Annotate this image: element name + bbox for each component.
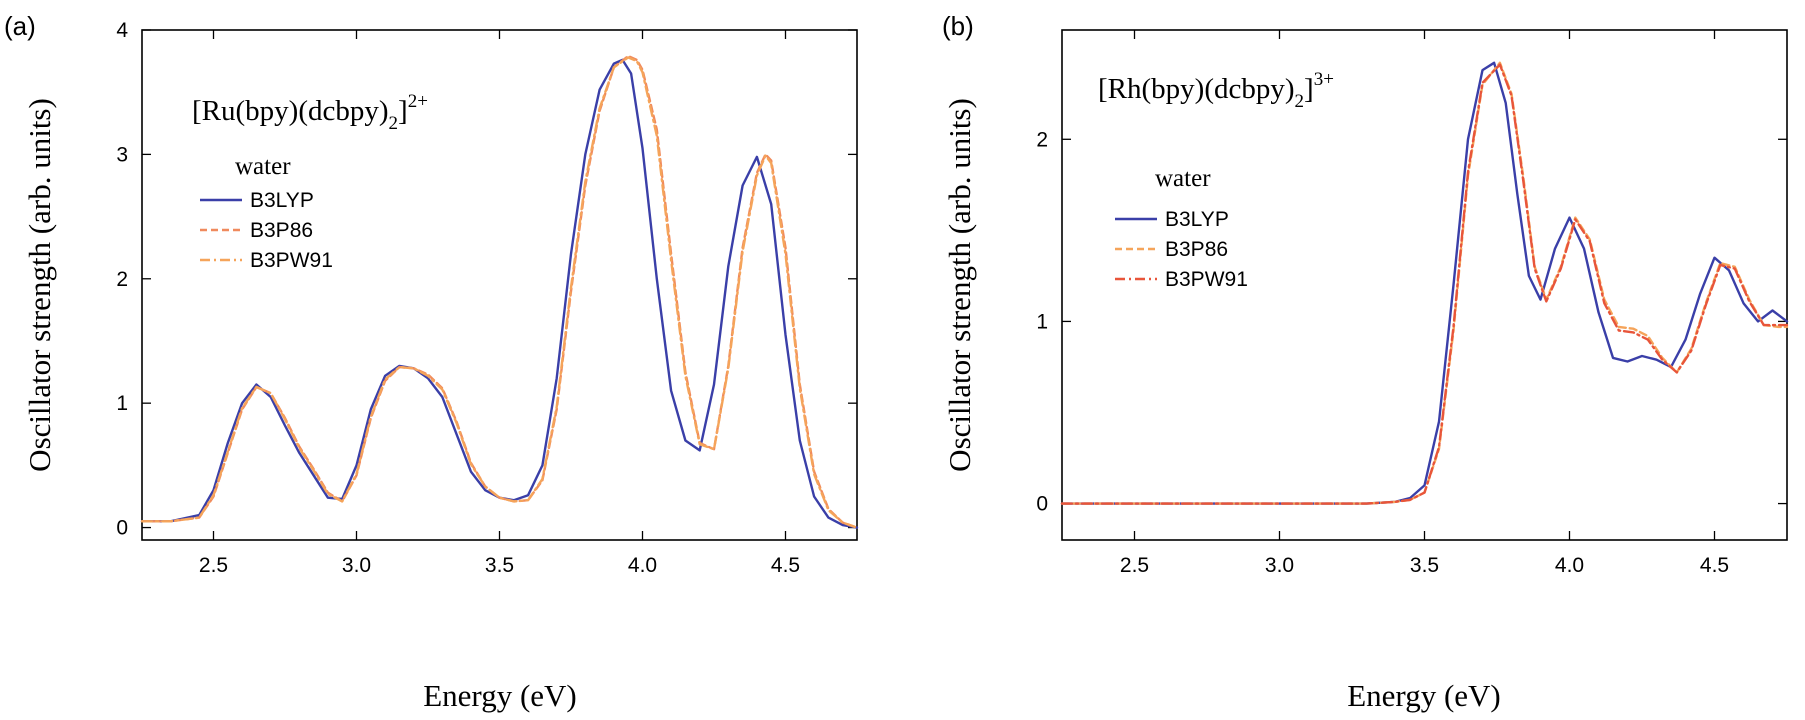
compound-close-bracket: ]	[398, 95, 408, 127]
x-tick-label: 3.0	[1265, 554, 1294, 577]
y-tick-label: 2	[116, 268, 128, 291]
panel-b-legend: B3LYP B3P86 B3PW91	[1115, 208, 1248, 291]
y-tick-label: 1	[116, 392, 128, 415]
legend-label-b3lyp: B3LYP	[250, 189, 314, 212]
series-line-b3lyp	[140, 58, 859, 529]
legend-label-b3p86: B3P86	[1165, 238, 1228, 261]
compound-superscript: 3+	[1314, 69, 1334, 90]
y-tick-label: 0	[1036, 493, 1048, 516]
panel-a-label: (a)	[4, 11, 36, 41]
compound-main: [Ru(bpy)(dcbpy)	[192, 95, 389, 127]
series-line-b3pw91	[140, 56, 859, 529]
panel-b-compound-formula: [Rh(bpy)(dcbpy)2]3+	[1098, 69, 1334, 112]
panel-a-y-axis-title: Oscillator strength (arb. units)	[22, 98, 57, 472]
panel-b-label: (b)	[942, 11, 974, 41]
panel-a: (a) Oscillator strength (arb. units) Ene…	[4, 11, 859, 713]
legend-label-b3pw91: B3PW91	[250, 249, 333, 272]
x-tick-label: 4.5	[1700, 554, 1729, 577]
compound-main: [Rh(bpy)(dcbpy)	[1098, 73, 1295, 105]
compound-subscript: 2	[389, 113, 399, 134]
panel-b: (b) Oscillator strength (arb. units) Ene…	[942, 11, 1789, 713]
x-tick-label: 2.5	[1120, 554, 1149, 577]
x-tick-label: 3.5	[1410, 554, 1439, 577]
x-tick-label: 4.5	[771, 554, 800, 577]
compound-close-bracket: ]	[1304, 73, 1314, 105]
y-tick-label: 4	[116, 19, 128, 42]
legend-label-b3p86: B3P86	[250, 219, 313, 242]
compound-superscript: 2+	[408, 91, 428, 112]
panel-b-y-axis-title: Oscillator strength (arb. units)	[942, 98, 977, 472]
legend-label-b3lyp: B3LYP	[1165, 208, 1229, 231]
series-line-b3lyp	[1060, 61, 1789, 505]
panel-b-axis-ticks: 2.5 3.0 3.5 4.0 4.5 0 1 2	[1036, 30, 1787, 577]
legend-label-b3pw91: B3PW91	[1165, 268, 1248, 291]
panel-a-x-axis-title: Energy (eV)	[423, 678, 577, 713]
panel-a-series-lines	[140, 54, 859, 529]
panel-a-axis-ticks: 2.5 3.0 3.5 4.0 4.5 0 1 2 3 4	[116, 19, 857, 577]
y-tick-label: 1	[1036, 310, 1048, 333]
x-tick-label: 3.0	[342, 554, 371, 577]
panel-a-solvent-label: water	[235, 153, 291, 180]
y-tick-label: 3	[116, 143, 128, 166]
compound-subscript: 2	[1295, 91, 1305, 112]
y-tick-label: 0	[116, 517, 128, 540]
series-line-b3pw91	[1060, 63, 1789, 505]
panel-a-compound-formula: [Ru(bpy)(dcbpy)2]2+	[192, 91, 428, 134]
panel-b-solvent-label: water	[1155, 165, 1211, 192]
y-tick-label: 2	[1036, 128, 1048, 151]
x-tick-label: 2.5	[199, 554, 228, 577]
x-tick-label: 4.0	[628, 554, 657, 577]
x-tick-label: 4.0	[1555, 554, 1584, 577]
x-tick-label: 3.5	[485, 554, 514, 577]
panel-a-legend: B3LYP B3P86 B3PW91	[200, 189, 333, 272]
panel-b-x-axis-title: Energy (eV)	[1347, 678, 1501, 713]
panel-b-series-lines	[1060, 61, 1789, 505]
